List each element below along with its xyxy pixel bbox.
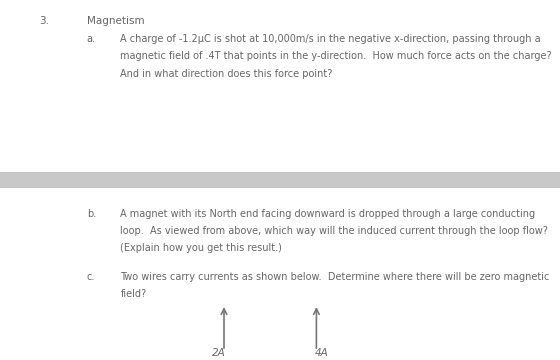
Text: Magnetism: Magnetism xyxy=(87,16,144,26)
Text: 4A: 4A xyxy=(315,348,329,358)
Text: A charge of -1.2μC is shot at 10,000m/s in the negative x-direction, passing thr: A charge of -1.2μC is shot at 10,000m/s … xyxy=(120,34,541,44)
Text: a.: a. xyxy=(87,34,96,44)
Text: b.: b. xyxy=(87,209,96,219)
Text: magnetic field of .4T that points in the y-direction.  How much force acts on th: magnetic field of .4T that points in the… xyxy=(120,51,552,62)
Text: (Explain how you get this result.): (Explain how you get this result.) xyxy=(120,243,282,253)
Text: And in what direction does this force point?: And in what direction does this force po… xyxy=(120,69,333,79)
Bar xyxy=(0,172,560,188)
Text: c.: c. xyxy=(87,272,95,282)
Text: Two wires carry currents as shown below.  Determine where there will be zero mag: Two wires carry currents as shown below.… xyxy=(120,272,550,282)
Text: 3.: 3. xyxy=(39,16,49,26)
Text: A magnet with its North end facing downward is dropped through a large conductin: A magnet with its North end facing downw… xyxy=(120,209,535,219)
Text: field?: field? xyxy=(120,289,147,299)
Text: 2A: 2A xyxy=(212,348,225,358)
Text: loop.  As viewed from above, which way will the induced current through the loop: loop. As viewed from above, which way wi… xyxy=(120,226,548,236)
